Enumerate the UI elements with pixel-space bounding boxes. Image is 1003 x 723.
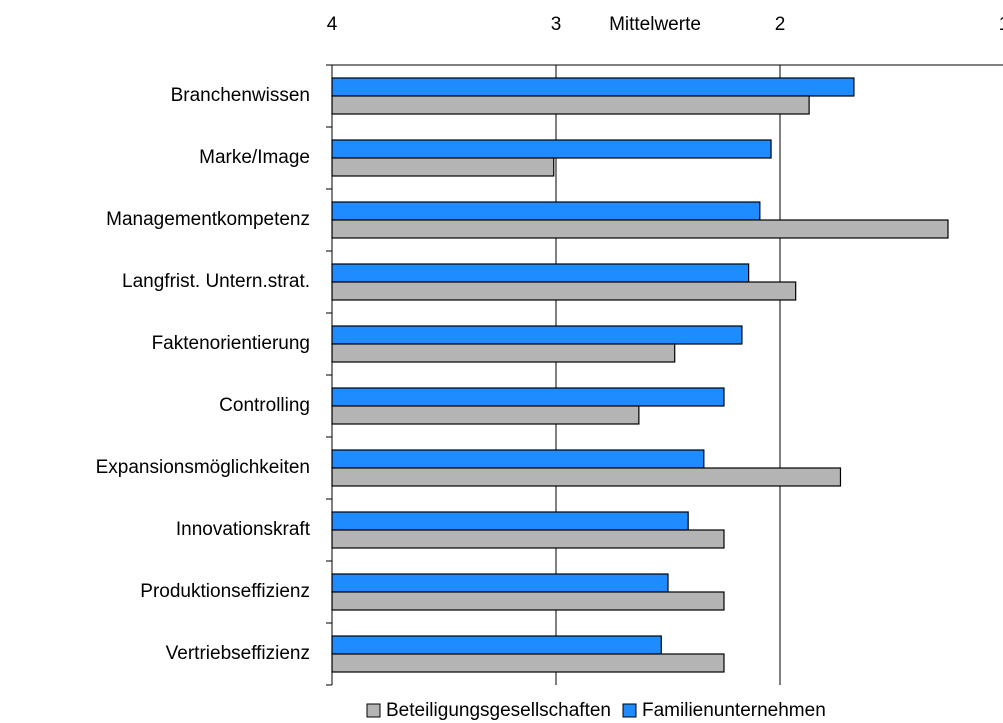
y-tick-label: Branchenwissen: [171, 85, 310, 106]
y-tick-label: Produktionseffizienz: [140, 581, 310, 602]
bar: [331, 573, 669, 593]
bar: [331, 325, 743, 345]
y-tick-label: Controlling: [219, 395, 310, 416]
bar: [331, 77, 855, 97]
bar: [331, 157, 555, 177]
bar: [331, 343, 676, 363]
bar: [331, 653, 725, 673]
bar: [331, 449, 705, 469]
legend-label: Beteiligungsgesellschaften: [386, 700, 611, 721]
legend-swatch: [366, 703, 381, 718]
y-tick-label: Expansionsmöglichkeiten: [96, 457, 310, 478]
y-tick-label: Marke/Image: [199, 147, 310, 168]
bar: [331, 281, 797, 301]
x-tick-label: 2: [775, 14, 786, 35]
bar: [331, 95, 810, 115]
x-tick-label: 3: [551, 14, 562, 35]
y-tick-label: Innovationskraft: [176, 519, 311, 540]
bar: [331, 387, 725, 407]
legend-label: Familienunternehmen: [642, 700, 826, 721]
bar: [331, 139, 772, 159]
legend-swatch: [622, 703, 637, 718]
x-tick-label: 1: [999, 14, 1003, 35]
bar: [331, 635, 662, 655]
bar: [331, 591, 725, 611]
y-tick-label: Vertriebseffizienz: [166, 643, 310, 664]
bar: [331, 201, 761, 221]
bar: [331, 511, 689, 531]
y-tick-label: Faktenorientierung: [152, 333, 310, 354]
bar: [331, 529, 725, 549]
y-tick-label: Langfrist. Untern.strat.: [122, 271, 310, 292]
bar: [331, 467, 842, 487]
axis-title: Mittelwerte: [609, 14, 701, 35]
bar: [331, 405, 640, 425]
bar: [331, 219, 949, 239]
y-tick-label: Managementkompetenz: [106, 209, 310, 230]
bar: [331, 263, 750, 283]
x-tick-label: 4: [327, 14, 338, 35]
